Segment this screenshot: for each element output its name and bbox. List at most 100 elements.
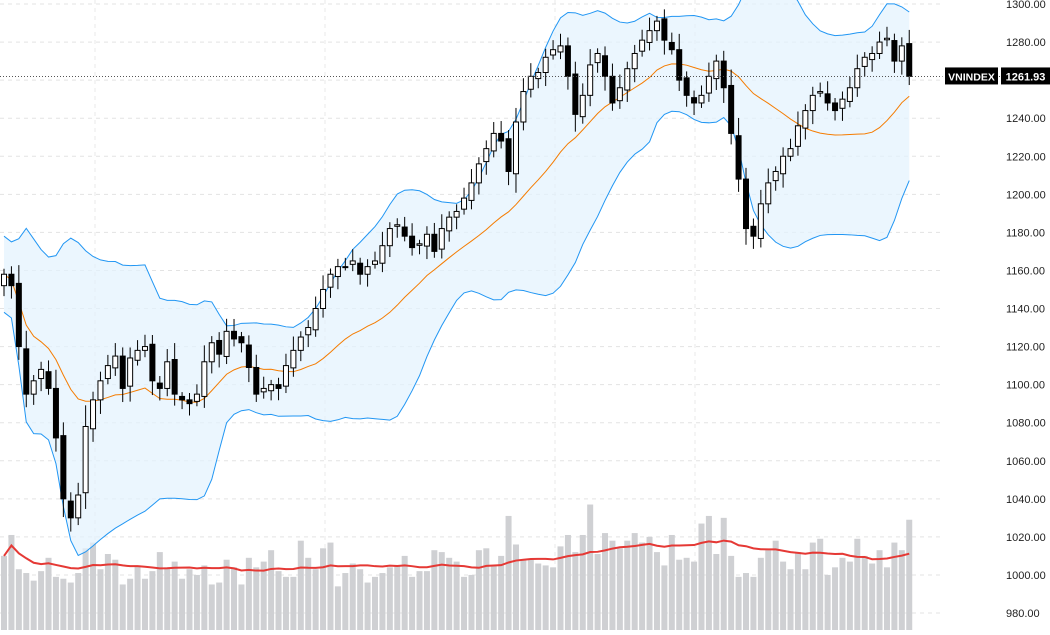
candle[interactable] <box>201 345 208 408</box>
candle[interactable] <box>364 259 371 287</box>
candle[interactable] <box>794 111 801 156</box>
candle[interactable] <box>372 251 378 269</box>
candle[interactable] <box>483 140 490 175</box>
candle[interactable] <box>431 222 438 258</box>
candle[interactable] <box>824 81 831 111</box>
candle[interactable] <box>290 336 297 377</box>
candle[interactable] <box>23 330 30 408</box>
candle[interactable] <box>512 107 519 193</box>
candle[interactable] <box>505 130 512 186</box>
candle[interactable] <box>557 33 564 60</box>
candle[interactable] <box>60 422 67 518</box>
candle[interactable] <box>817 82 824 98</box>
candle[interactable] <box>179 392 186 410</box>
candle[interactable] <box>327 268 334 298</box>
candle[interactable] <box>765 168 772 214</box>
candle[interactable] <box>876 31 883 60</box>
candle[interactable] <box>8 266 15 299</box>
candle[interactable] <box>691 90 698 115</box>
candle[interactable] <box>268 379 275 401</box>
candle[interactable] <box>297 331 304 362</box>
candle[interactable] <box>490 122 497 158</box>
candle[interactable] <box>832 98 839 121</box>
candle[interactable] <box>416 239 423 255</box>
candle[interactable] <box>572 61 579 132</box>
candle[interactable] <box>594 48 601 73</box>
candle[interactable] <box>401 216 408 242</box>
candle[interactable] <box>409 223 416 256</box>
candle[interactable] <box>743 167 749 245</box>
candles[interactable] <box>1 9 913 532</box>
candle[interactable] <box>676 33 683 91</box>
candle[interactable] <box>134 340 141 366</box>
candle[interactable] <box>750 218 757 249</box>
candle[interactable] <box>149 334 156 396</box>
candle[interactable] <box>780 147 787 188</box>
candle[interactable] <box>854 54 861 97</box>
candle[interactable] <box>349 249 356 272</box>
candle[interactable] <box>379 231 386 273</box>
candle[interactable] <box>446 211 453 242</box>
candle[interactable] <box>891 33 898 73</box>
candle[interactable] <box>839 91 846 121</box>
candle[interactable] <box>52 369 59 452</box>
candle[interactable] <box>468 169 475 210</box>
candle[interactable] <box>1 268 7 297</box>
candle[interactable] <box>668 32 675 55</box>
candle[interactable] <box>535 67 542 89</box>
candle[interactable] <box>216 332 223 368</box>
candle[interactable] <box>90 391 97 442</box>
candle[interactable] <box>713 54 720 90</box>
candle[interactable] <box>30 375 37 405</box>
candle[interactable] <box>38 361 45 392</box>
candle[interactable] <box>527 63 534 98</box>
candle[interactable] <box>869 46 876 72</box>
candle[interactable] <box>616 74 623 109</box>
candle[interactable] <box>646 17 653 51</box>
candle[interactable] <box>75 482 82 526</box>
candle[interactable] <box>104 354 111 385</box>
candle[interactable] <box>357 257 364 285</box>
candle[interactable] <box>542 48 549 87</box>
candle[interactable] <box>67 492 74 532</box>
candle[interactable] <box>520 78 527 131</box>
candle[interactable] <box>631 44 638 83</box>
candle[interactable] <box>846 76 853 108</box>
candle[interactable] <box>238 331 245 353</box>
candle[interactable] <box>802 104 809 140</box>
candle[interactable] <box>550 40 557 60</box>
candle[interactable] <box>498 121 505 149</box>
candle[interactable] <box>223 318 230 365</box>
candle[interactable] <box>15 265 22 360</box>
candle[interactable] <box>624 61 631 102</box>
candle[interactable] <box>171 343 178 406</box>
price-axis[interactable]: 1300.001280.001260.001240.001220.001200.… <box>941 0 1046 630</box>
candle[interactable] <box>282 353 289 394</box>
candle[interactable] <box>587 49 594 107</box>
candle[interactable] <box>861 52 868 77</box>
candle[interactable] <box>579 83 586 124</box>
candle[interactable] <box>438 214 445 259</box>
candle[interactable] <box>127 347 134 402</box>
candle[interactable] <box>141 334 148 358</box>
candle[interactable] <box>602 46 609 91</box>
candle[interactable] <box>112 343 119 376</box>
candle[interactable] <box>661 9 668 55</box>
candle[interactable] <box>245 335 252 383</box>
candle[interactable] <box>208 336 215 374</box>
candle[interactable] <box>156 376 163 401</box>
candle[interactable] <box>461 187 468 215</box>
candle[interactable] <box>231 318 238 347</box>
candle[interactable] <box>475 157 482 195</box>
candle[interactable] <box>119 347 126 403</box>
candle[interactable] <box>320 275 327 318</box>
candle[interactable] <box>164 349 171 397</box>
candle[interactable] <box>193 384 200 407</box>
candle[interactable] <box>772 166 779 191</box>
candle[interactable] <box>342 257 349 271</box>
candle[interactable] <box>787 138 794 162</box>
candle[interactable] <box>334 258 341 290</box>
candle[interactable] <box>260 376 267 399</box>
